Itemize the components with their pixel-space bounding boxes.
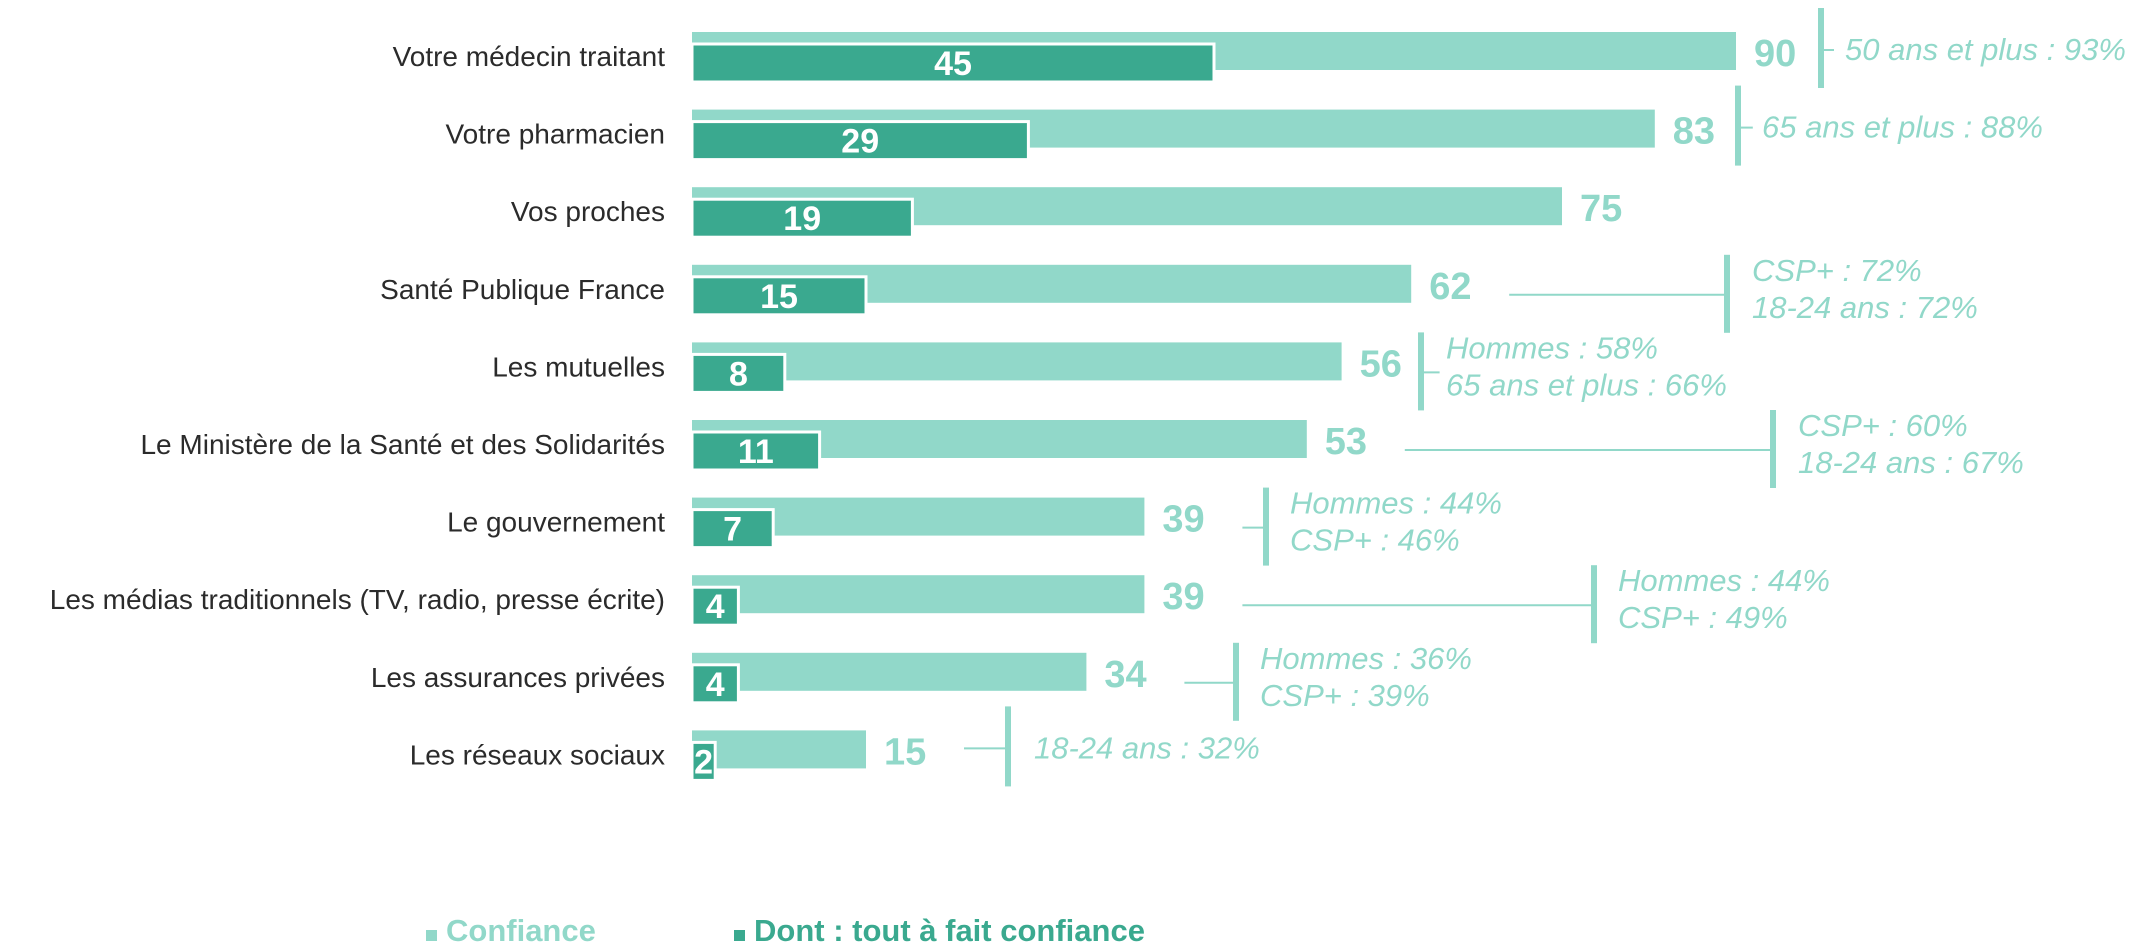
- legend-label-confiance: Confiance: [446, 913, 596, 946]
- bar-tout-a-fait: [690, 508, 775, 550]
- bar-row: Le gouvernement 7 39 Hommes : 44%CSP+ : 46%: [447, 486, 1502, 566]
- value-label-confiance: 62: [1429, 266, 1471, 308]
- annotation-text: CSP+ : 72%: [1752, 253, 1922, 288]
- annotation-text: CSP+ : 39%: [1260, 678, 1430, 713]
- bar-confiance: [692, 730, 866, 769]
- value-label-confiance: 39: [1162, 576, 1204, 618]
- annotation-bracket: [1818, 8, 1824, 88]
- value-label-tout-a-fait: 2: [694, 743, 713, 781]
- bar-row: Votre pharmacien 29 83 65 ans et plus : 88%: [446, 85, 2043, 166]
- annotation-text: 18-24 ans : 72%: [1752, 290, 1978, 325]
- annotation-bracket: [1591, 565, 1597, 644]
- category-label: Votre médecin traitant: [393, 41, 666, 72]
- bar-row: Santé Publique France 15 62 CSP+ : 72%18-24…: [380, 253, 1978, 333]
- category-label: Les réseaux sociaux: [410, 739, 665, 770]
- bar-confiance: [692, 652, 1087, 691]
- bar-row: Le Ministère de la Santé et des Solidari…: [140, 408, 2024, 488]
- annotation-bracket: [1005, 706, 1011, 787]
- annotation-text: 50 ans et plus : 93%: [1845, 32, 2126, 67]
- bar-row: Les mutuelles 8 56 Hommes : 58%65 ans et pl…: [492, 330, 1727, 411]
- annotation-text: Hommes : 44%: [1618, 563, 1830, 598]
- value-label-tout-a-fait: 8: [729, 355, 748, 393]
- category-label: Les mutuelles: [492, 351, 665, 382]
- value-label-tout-a-fait: 4: [706, 588, 725, 626]
- value-label-tout-a-fait: 4: [706, 666, 725, 704]
- value-label-confiance: 56: [1360, 343, 1402, 385]
- annotation-bracket: [1233, 642, 1239, 721]
- annotation-text: CSP+ : 49%: [1618, 600, 1788, 635]
- value-label-confiance: 53: [1325, 421, 1367, 463]
- bar-tout-a-fait: [690, 42, 1216, 84]
- annotation-text: 18-24 ans : 67%: [1798, 445, 2024, 480]
- bar-row: Les médias traditionnels (TV, radio, pre…: [50, 563, 1830, 644]
- bar-confiance: [692, 342, 1342, 381]
- category-label: Votre pharmacien: [446, 119, 665, 150]
- bar-row: Votre médecin traitant 45 90 50 ans et plus…: [393, 8, 2126, 88]
- category-label: Le gouvernement: [447, 507, 665, 538]
- value-label-confiance: 90: [1754, 33, 1796, 75]
- category-label: Santé Publique France: [380, 274, 665, 305]
- value-label-confiance: 75: [1580, 188, 1622, 230]
- bar-tout-a-fait: [690, 430, 822, 472]
- annotation-text: 65 ans et plus : 88%: [1762, 110, 2043, 145]
- value-label-confiance: 15: [884, 731, 926, 773]
- annotation-bracket: [1263, 487, 1269, 566]
- legend-swatch-tout-a-fait: [734, 930, 745, 941]
- bar-row: Les réseaux sociaux 2 15 18-24 ans : 32%: [410, 706, 1260, 787]
- value-label-tout-a-fait: 45: [934, 45, 972, 83]
- bar-row: Les assurances privées 4 34 Hommes : 36%CSP…: [371, 641, 1472, 721]
- bars-layer: Votre médecin traitant 45 90 50 ans et plus…: [50, 8, 2126, 787]
- annotation-bracket: [1724, 254, 1730, 333]
- legend-swatch-confiance: [426, 930, 437, 941]
- annotation-bracket: [1770, 410, 1776, 488]
- annotation-bracket: [1735, 85, 1741, 166]
- value-label-tout-a-fait: 15: [760, 278, 798, 316]
- annotation-text: 65 ans et plus : 66%: [1446, 367, 1727, 402]
- annotation-text: Hommes : 58%: [1446, 330, 1658, 365]
- bar-tout-a-fait: [690, 663, 740, 705]
- bar-tout-a-fait: [690, 740, 717, 782]
- value-label-confiance: 39: [1162, 499, 1204, 541]
- value-label-tout-a-fait: 11: [738, 433, 774, 471]
- bar-tout-a-fait: [690, 585, 740, 627]
- category-label: Le Ministère de la Santé et des Solidari…: [140, 429, 665, 460]
- annotation-text: CSP+ : 60%: [1798, 408, 1968, 443]
- annotation-bracket: [1418, 332, 1424, 411]
- bar-row: Vos proches 19 75: [511, 187, 1622, 239]
- annotation-text: Hommes : 36%: [1260, 641, 1472, 676]
- value-label-tout-a-fait: 29: [841, 123, 879, 161]
- annotation-text: 18-24 ans : 32%: [1034, 730, 1260, 765]
- bar-confiance: [692, 575, 1145, 614]
- legend: Confiance Dont : tout à fait confiance: [426, 913, 1145, 946]
- annotation-text: Hommes : 44%: [1290, 486, 1502, 521]
- value-label-tout-a-fait: 19: [783, 200, 821, 238]
- bar-tout-a-fait: [690, 120, 1030, 162]
- category-label: Les médias traditionnels (TV, radio, pre…: [50, 584, 665, 615]
- bar-tout-a-fait: [690, 352, 787, 394]
- value-label-confiance: 34: [1104, 654, 1146, 696]
- bar-tout-a-fait: [690, 197, 914, 239]
- category-label: Les assurances privées: [371, 662, 665, 693]
- annotation-text: CSP+ : 46%: [1290, 523, 1460, 558]
- category-label: Vos proches: [511, 196, 665, 227]
- bar-tout-a-fait: [690, 275, 868, 317]
- value-label-tout-a-fait: 7: [723, 511, 742, 549]
- legend-label-tout-a-fait: Dont : tout à fait confiance: [754, 913, 1145, 946]
- value-label-confiance: 83: [1673, 111, 1715, 153]
